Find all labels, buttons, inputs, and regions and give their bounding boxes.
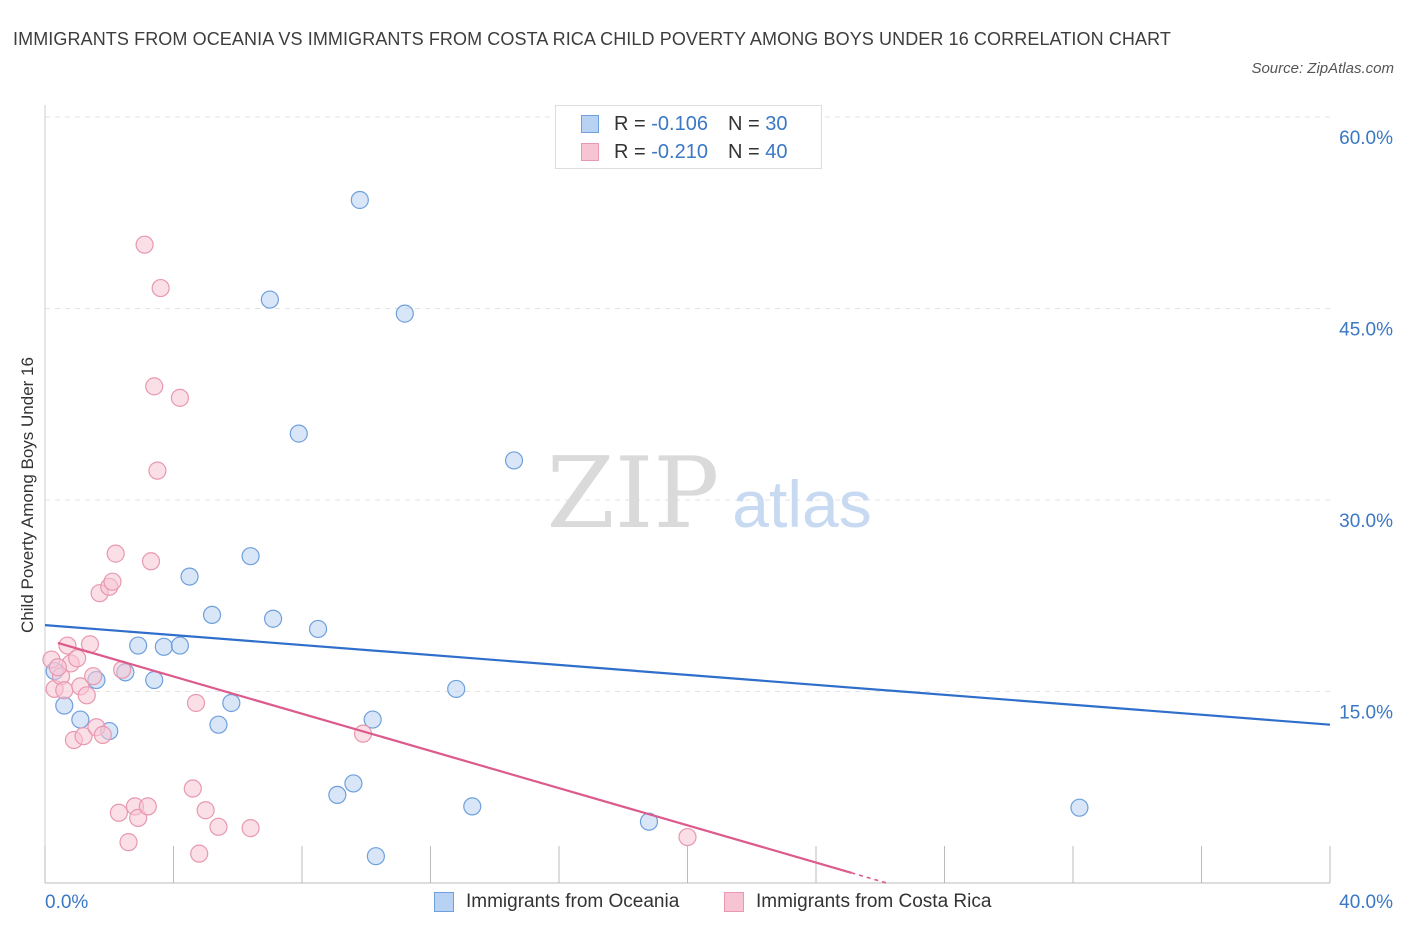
tick-label-layer: 15.0% 30.0% 45.0% 60.0% 0.0% 40.0% [45, 128, 1393, 913]
legend-r-label: R = [614, 140, 652, 163]
data-point [145, 377, 164, 396]
legend-swatch-oceania [581, 115, 599, 133]
data-point [395, 304, 414, 323]
data-point [145, 670, 164, 690]
data-point [68, 649, 87, 668]
data-point [241, 547, 260, 566]
data-point [190, 844, 209, 863]
data-point [447, 679, 466, 699]
data-point [84, 667, 103, 686]
legend-row-costa-rica: R = -0.210 N = 40 [581, 138, 787, 166]
x-tick-label-start: 0.0% [45, 892, 88, 913]
data-point [71, 710, 90, 729]
legend-n-label: N = [727, 140, 766, 163]
data-point [170, 636, 190, 655]
series-swatch-costa-rica [724, 892, 744, 912]
series-label-costa-rica: Immigrants from Costa Rica [756, 891, 992, 912]
series-legend-oceania: Immigrants from Oceania [434, 888, 679, 916]
data-point [209, 817, 228, 836]
data-point [260, 290, 279, 309]
series-1-points [42, 235, 697, 863]
watermark: ZIP atlas [547, 437, 872, 551]
legend-r-value: -0.106 [651, 112, 708, 135]
data-point [289, 424, 308, 443]
y-tick-label: 30.0% [1339, 511, 1393, 532]
data-point [463, 797, 482, 816]
y-tick-label: 45.0% [1339, 320, 1393, 341]
trend-layer [44, 624, 1331, 884]
data-point [241, 819, 260, 838]
points-layer [42, 190, 1089, 866]
data-point [263, 609, 283, 628]
stats-legend: R = -0.106 N = 30 R = -0.210 N = 40 [555, 105, 822, 169]
data-point [119, 833, 138, 852]
data-point [109, 803, 128, 822]
chart-title: IMMIGRANTS FROM OCEANIA VS IMMIGRANTS FR… [13, 29, 1171, 49]
data-point [141, 552, 161, 571]
data-point [148, 461, 167, 480]
watermark-atlas: atlas [732, 467, 871, 541]
data-point [183, 779, 202, 798]
data-point [138, 797, 157, 816]
data-point [77, 686, 96, 705]
data-point [366, 847, 385, 866]
series-legend-costa-rica: Immigrants from Costa Rica [724, 888, 991, 916]
legend-swatch-costa-rica [581, 143, 599, 161]
data-point [154, 637, 173, 656]
trend-line-1-extension [851, 872, 887, 884]
trend-line-0 [44, 624, 1331, 726]
y-tick-label: 60.0% [1339, 128, 1393, 149]
data-point [186, 693, 206, 713]
data-point [74, 727, 93, 746]
data-point [55, 681, 74, 700]
trend-line-1 [57, 641, 852, 874]
data-point [350, 190, 369, 210]
data-point [308, 619, 328, 639]
axis-layer [44, 105, 1331, 884]
y-tick-label: 15.0% [1339, 703, 1393, 724]
data-point [678, 827, 697, 847]
data-point [196, 801, 215, 820]
legend-n-value: 30 [765, 112, 788, 135]
data-point [151, 278, 170, 298]
legend-row-oceania: R = -0.106 N = 30 [581, 110, 787, 138]
data-point [344, 774, 363, 793]
legend-r-label: R = [614, 112, 652, 135]
x-tick-label-end: 40.0% [1339, 892, 1393, 913]
watermark-zip: ZIP [547, 437, 720, 551]
grid-layer [45, 116, 1330, 692]
data-point [170, 388, 190, 407]
legend-r-value: -0.210 [651, 140, 708, 163]
data-point [1070, 798, 1089, 817]
legend-n-value: 40 [765, 140, 788, 163]
data-point [55, 696, 74, 715]
data-point [93, 725, 112, 745]
data-point [202, 605, 222, 625]
legend-n-label: N = [727, 112, 766, 135]
data-point [48, 658, 67, 677]
data-point [209, 715, 228, 734]
data-point [222, 693, 241, 713]
data-point [129, 636, 148, 655]
data-point [103, 572, 122, 591]
data-point [106, 544, 125, 563]
series-swatch-oceania [434, 892, 454, 912]
data-point [180, 567, 199, 586]
data-point [328, 785, 347, 805]
data-point [504, 451, 524, 470]
chart-source: Source: ZipAtlas.com [1251, 60, 1394, 77]
series-label-oceania: Immigrants from Oceania [466, 891, 680, 912]
data-point [135, 235, 154, 254]
data-point [363, 710, 382, 729]
